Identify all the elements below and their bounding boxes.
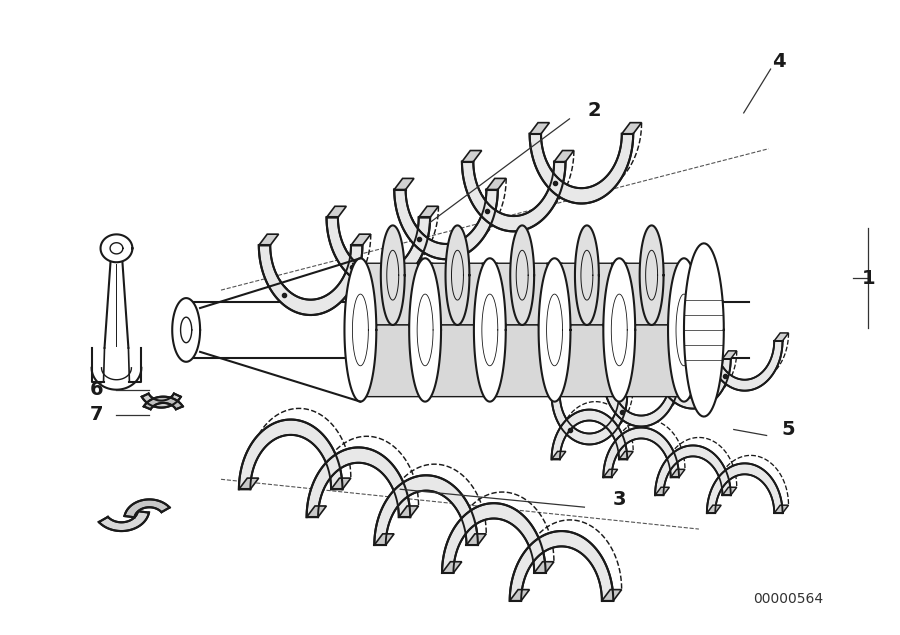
Polygon shape (640, 225, 663, 325)
Polygon shape (353, 264, 433, 325)
Polygon shape (327, 217, 430, 287)
Polygon shape (351, 234, 371, 245)
Polygon shape (535, 562, 554, 573)
Polygon shape (345, 258, 376, 401)
Polygon shape (668, 258, 700, 401)
Polygon shape (399, 506, 418, 517)
Polygon shape (417, 264, 498, 325)
Polygon shape (466, 534, 486, 545)
Polygon shape (509, 590, 529, 601)
Polygon shape (546, 264, 627, 325)
Polygon shape (142, 394, 181, 408)
Polygon shape (706, 464, 782, 513)
Polygon shape (418, 206, 438, 217)
Text: 3: 3 (613, 490, 626, 509)
Polygon shape (485, 325, 560, 397)
Polygon shape (655, 351, 670, 359)
Text: 2: 2 (588, 102, 601, 121)
Polygon shape (552, 387, 566, 395)
Polygon shape (603, 377, 679, 427)
Polygon shape (510, 225, 534, 325)
Polygon shape (615, 325, 689, 397)
Polygon shape (394, 178, 414, 190)
Polygon shape (619, 451, 634, 459)
Polygon shape (331, 478, 351, 489)
Polygon shape (774, 333, 788, 341)
Polygon shape (706, 341, 782, 391)
Polygon shape (619, 387, 634, 395)
Polygon shape (124, 499, 169, 518)
Text: 00000564: 00000564 (753, 592, 824, 606)
Polygon shape (655, 445, 731, 495)
Polygon shape (774, 505, 788, 513)
Polygon shape (420, 325, 495, 397)
Polygon shape (684, 243, 724, 417)
Polygon shape (655, 359, 731, 408)
Polygon shape (394, 190, 498, 259)
Polygon shape (530, 134, 634, 203)
Polygon shape (552, 451, 566, 459)
Polygon shape (509, 531, 613, 601)
Polygon shape (603, 469, 617, 478)
Polygon shape (552, 410, 627, 459)
Polygon shape (462, 162, 565, 231)
Polygon shape (307, 506, 327, 517)
Polygon shape (374, 534, 394, 545)
Polygon shape (602, 590, 622, 601)
Polygon shape (259, 234, 279, 245)
Polygon shape (374, 476, 478, 545)
Polygon shape (99, 511, 149, 531)
Polygon shape (530, 123, 549, 134)
Polygon shape (101, 234, 132, 262)
Polygon shape (462, 150, 482, 162)
Polygon shape (238, 420, 343, 489)
Polygon shape (723, 351, 737, 359)
Text: 5: 5 (782, 420, 796, 439)
Text: 1: 1 (861, 269, 875, 288)
Polygon shape (486, 178, 506, 190)
Polygon shape (670, 369, 685, 377)
Polygon shape (603, 427, 679, 478)
Polygon shape (611, 264, 692, 325)
Polygon shape (538, 258, 571, 401)
Polygon shape (552, 395, 627, 444)
Polygon shape (410, 258, 441, 401)
Polygon shape (442, 503, 545, 573)
Polygon shape (327, 206, 346, 217)
Polygon shape (550, 325, 625, 397)
Text: 7: 7 (90, 405, 104, 424)
Polygon shape (442, 562, 462, 573)
Text: 6: 6 (90, 380, 104, 399)
Polygon shape (622, 123, 642, 134)
Polygon shape (356, 325, 430, 397)
Text: 4: 4 (771, 51, 786, 70)
Polygon shape (670, 469, 685, 478)
Polygon shape (172, 298, 200, 362)
Polygon shape (446, 225, 470, 325)
Polygon shape (603, 369, 617, 377)
Polygon shape (603, 258, 635, 401)
Polygon shape (259, 245, 363, 315)
Polygon shape (706, 333, 721, 341)
Polygon shape (381, 225, 405, 325)
Polygon shape (655, 487, 670, 495)
Polygon shape (238, 478, 258, 489)
Polygon shape (575, 225, 598, 325)
Polygon shape (307, 448, 410, 517)
Polygon shape (144, 397, 183, 410)
Polygon shape (554, 150, 574, 162)
Polygon shape (706, 505, 721, 513)
Polygon shape (723, 487, 737, 495)
Polygon shape (482, 264, 562, 325)
Polygon shape (474, 258, 506, 401)
